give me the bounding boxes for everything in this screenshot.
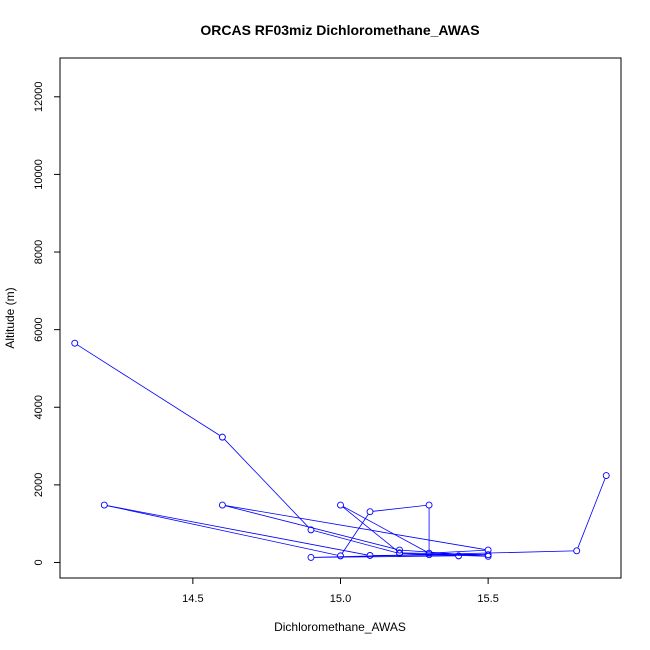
series-line-segment — [77, 344, 221, 436]
data-point — [396, 546, 404, 554]
data-point — [218, 501, 226, 509]
data-point — [484, 551, 492, 559]
series-line-segment — [342, 506, 398, 552]
plot-frame — [59, 57, 622, 579]
series-line-segment — [313, 550, 574, 558]
series-line-segment — [342, 506, 427, 553]
data-point — [573, 547, 581, 555]
data-point — [366, 508, 374, 516]
series-line-segment — [224, 439, 310, 528]
series-line-segment — [107, 505, 368, 556]
series-line-segment — [432, 549, 486, 554]
series-line-segment — [577, 478, 606, 549]
data-point — [425, 551, 433, 559]
data-point — [307, 553, 315, 561]
data-point — [484, 546, 492, 554]
chart-title: ORCAS RF03miz Dichloromethane_AWAS — [200, 22, 479, 38]
data-point — [455, 552, 463, 560]
x-axis: 14.5 15.0 15.5 — [182, 577, 499, 605]
y-tick-label: 8000 — [33, 240, 45, 264]
data-point — [396, 549, 404, 557]
y-tick-label: 4000 — [33, 395, 45, 419]
series-line-segment — [341, 513, 369, 554]
x-tick-label: 15.0 — [330, 593, 351, 605]
y-tick-label: 2000 — [33, 473, 45, 497]
data-point — [602, 472, 610, 480]
series-line-segment — [225, 505, 397, 550]
y-tick-label: 6000 — [33, 317, 45, 341]
series-line-segment — [372, 504, 427, 512]
y-tick-label: 12000 — [33, 82, 45, 113]
data-point — [218, 433, 226, 441]
x-tick-label: 14.5 — [182, 593, 203, 605]
data-point — [100, 501, 108, 509]
y-tick-label: 0 — [33, 559, 45, 565]
data-point — [71, 339, 79, 347]
series-layer — [71, 339, 610, 561]
data-point — [307, 526, 315, 534]
series-line-segment — [225, 505, 486, 550]
data-point — [337, 501, 344, 509]
data-point — [337, 552, 344, 560]
y-axis: 0 2000 4000 6000 8000 10000 12000 — [33, 82, 61, 566]
data-point — [425, 501, 433, 509]
x-tick-label: 15.5 — [477, 593, 498, 605]
y-axis-label: Altitude (m) — [3, 287, 17, 348]
y-tick-label: 10000 — [33, 159, 45, 190]
x-axis-label: Dichloromethane_AWAS — [274, 620, 406, 634]
series-line-segment — [107, 505, 338, 556]
data-point — [366, 552, 374, 559]
series-line-segment — [313, 530, 397, 554]
